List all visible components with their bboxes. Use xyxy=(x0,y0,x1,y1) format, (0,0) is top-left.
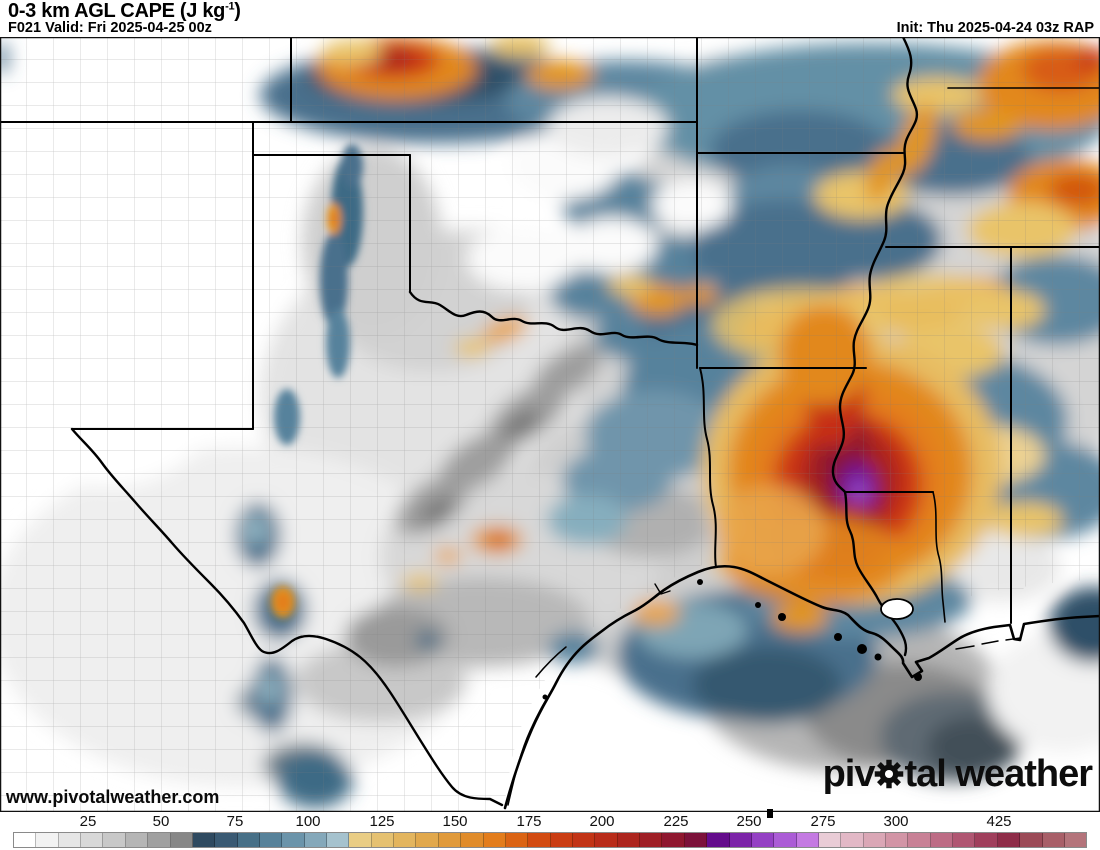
colorbar-segment xyxy=(751,833,775,847)
pivotal-weather-logo: piv tal weather xyxy=(822,753,1093,795)
colorbar-segment xyxy=(930,833,954,847)
map-header: 0-3 km AGL CAPE (J kg-1) F021 Valid: Fri… xyxy=(0,0,1100,37)
colorbar-segment xyxy=(886,833,909,847)
colorbar-segment xyxy=(617,833,641,847)
colorbar-segment xyxy=(125,833,149,847)
colorbar-segment xyxy=(1042,833,1065,847)
colorbar-swatches xyxy=(13,832,1087,848)
colorbar-segment xyxy=(662,833,685,847)
colorbar-segment xyxy=(997,833,1021,847)
colorbar-segment xyxy=(863,833,887,847)
colorbar-segment xyxy=(259,833,283,847)
colorbar-marker xyxy=(767,809,773,818)
valid-time-label: F021 Valid: Fri 2025-04-25 00z xyxy=(8,20,212,36)
colorbar-segment xyxy=(282,833,305,847)
colorbar-segment xyxy=(528,833,551,847)
colorbar-segment xyxy=(215,833,238,847)
cape-map-canvas xyxy=(0,37,1100,812)
state-borders xyxy=(0,37,1100,624)
colorbar-tick-label: 250 xyxy=(736,813,762,830)
colorbar-tick-label: 275 xyxy=(810,813,836,830)
colorbar-segment xyxy=(438,833,462,847)
colorbar-segment xyxy=(975,833,998,847)
gear-icon xyxy=(874,759,904,789)
colorbar-segment xyxy=(304,833,328,847)
colorbar-segment xyxy=(841,833,864,847)
colorbar: 25 50 75 100 125 150 175 200 225 250 275 300 425 xyxy=(0,809,1100,850)
colorbar-segment xyxy=(36,833,59,847)
colorbar-segment xyxy=(729,833,752,847)
colorbar-tick-label: 225 xyxy=(663,813,689,830)
coastal-marsh-dots xyxy=(542,579,922,700)
colorbar-segment xyxy=(81,833,104,847)
colorbar-tick-label: 425 xyxy=(986,813,1012,830)
colorbar-segment xyxy=(349,833,372,847)
page-title: 0-3 km AGL CAPE (J kg-1) xyxy=(8,0,241,22)
colorbar-segment xyxy=(818,833,842,847)
colorbar-segment xyxy=(796,833,819,847)
colorbar-segment xyxy=(237,833,260,847)
colorbar-segment xyxy=(908,833,931,847)
coastline xyxy=(503,564,1100,810)
colorbar-segment xyxy=(774,833,797,847)
init-time-label: Init: Thu 2025-04-24 03z RAP xyxy=(896,20,1094,36)
colorbar-segment xyxy=(148,833,171,847)
river-borders xyxy=(70,37,919,807)
colorbar-segment xyxy=(327,833,350,847)
colorbar-segment xyxy=(505,833,529,847)
colorbar-segment xyxy=(483,833,506,847)
colorbar-segment xyxy=(58,833,82,847)
colorbar-segment xyxy=(550,833,573,847)
colorbar-tick-label: 25 xyxy=(79,813,97,830)
colorbar-tick-label: 125 xyxy=(369,813,395,830)
colorbar-segment xyxy=(103,833,126,847)
title-superscript: -1 xyxy=(225,0,235,13)
colorbar-segment xyxy=(707,833,730,847)
colorbar-tick-label: 75 xyxy=(226,813,244,830)
cape-map[interactable]: www.pivotalweather.com piv tal weather xyxy=(0,37,1100,812)
colorbar-segment xyxy=(170,833,193,847)
colorbar-tick-label: 300 xyxy=(883,813,909,830)
watermark-url: www.pivotalweather.com xyxy=(6,787,220,807)
colorbar-segment xyxy=(684,833,708,847)
colorbar-segment xyxy=(14,833,37,847)
colorbar-segment xyxy=(192,833,216,847)
colorbar-segment xyxy=(1020,833,1043,847)
colorbar-segment xyxy=(572,833,596,847)
colorbar-segment xyxy=(371,833,395,847)
colorbar-segment xyxy=(461,833,484,847)
colorbar-segment xyxy=(394,833,417,847)
colorbar-tick-label: 50 xyxy=(152,813,170,830)
colorbar-segment xyxy=(595,833,618,847)
colorbar-tick-label: 100 xyxy=(295,813,321,830)
colorbar-tick-label: 200 xyxy=(589,813,615,830)
colorbar-segment xyxy=(953,833,976,847)
colorbar-segment xyxy=(640,833,663,847)
colorbar-segment xyxy=(416,833,439,847)
colorbar-tick-label: 175 xyxy=(516,813,542,830)
colorbar-tick-label: 150 xyxy=(442,813,468,830)
colorbar-segment xyxy=(1064,833,1087,847)
